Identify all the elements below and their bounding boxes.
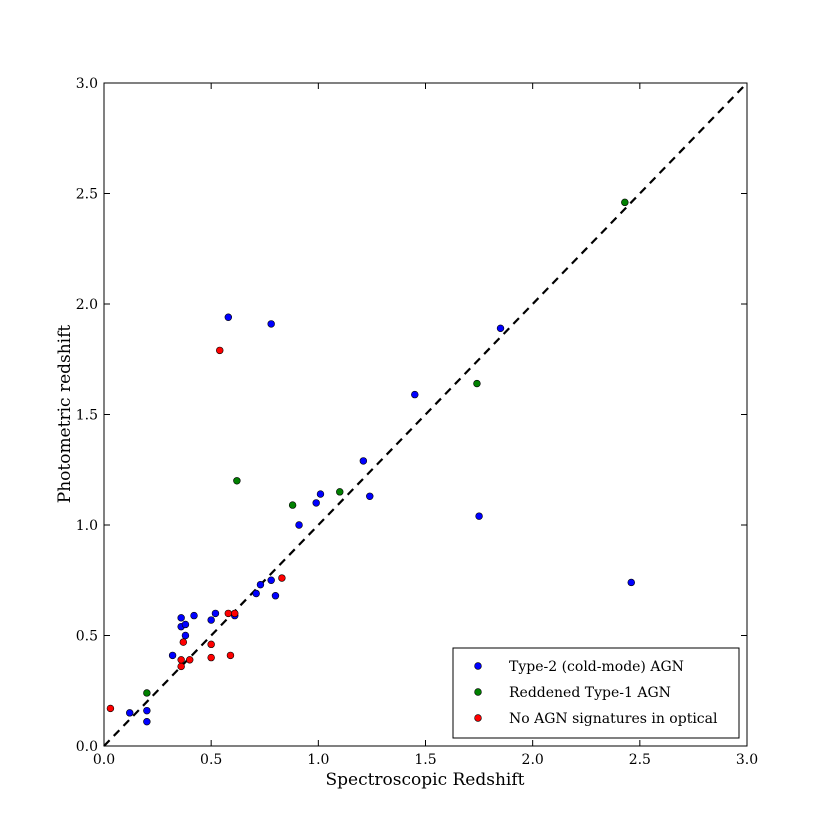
data-point [336,488,344,496]
data-point [359,457,368,465]
y-tick-label: 3.0 [76,76,98,92]
data-point [207,640,215,649]
data-point [295,521,303,529]
legend-marker [474,662,482,670]
data-point [190,611,198,620]
y-axis-label: Photometric redshift [55,325,75,504]
plot-area [103,82,748,747]
x-tick-label: 0.5 [200,752,222,768]
series-3 [106,346,286,713]
data-point [181,620,190,629]
axes: 0.0 0.5 1.0 1.5 2.0 2.5 3.0 0.0 0.5 1.0 1.5 2.0 2.5 3… [76,76,758,768]
x-axis-label: Spectroscopic Redshift [325,770,524,790]
legend-label: Type-2 (cold-mode) AGN [509,659,684,675]
legend: Type-2 (cold-mode) AGN Reddened Type-1 AG… [452,647,740,739]
x-tick-label: 2.0 [522,752,544,768]
data-point [252,589,260,598]
data-point [233,477,241,485]
y-tick-label: 2.0 [76,297,98,313]
x-tick-label: 0.0 [93,752,115,768]
data-point [181,631,190,640]
data-point [627,578,635,587]
data-point [473,379,481,388]
data-point [267,320,275,328]
series-1 [126,313,635,726]
data-point [177,614,185,622]
data-point [216,346,224,355]
data-point [168,651,177,660]
y-tick-label: 2.5 [76,187,98,203]
reference-line [103,82,748,747]
data-point [271,592,280,600]
y-tick-label: 1.0 [76,518,98,534]
data-point [143,706,151,715]
legend-label: Reddened Type-1 AGN [509,685,671,701]
data-point [312,499,320,507]
data-point [256,580,265,589]
x-tick-label: 2.5 [629,752,651,768]
data-point [621,198,629,207]
series-2 [143,198,629,697]
x-tick-label: 1.0 [307,752,329,768]
data-point [143,717,151,726]
legend-box [452,647,740,739]
data-point [288,501,297,509]
data-point [143,689,151,697]
data-point [278,574,286,582]
data-point [179,638,188,646]
data-point [224,313,233,321]
data-point [231,609,239,618]
data-point [224,609,233,618]
data-point [366,492,374,500]
data-point [267,576,275,584]
legend-item: No AGN signatures in optical [474,711,718,727]
data-point [211,609,220,618]
data-point [177,656,185,664]
y-tick-label: 0.0 [76,739,98,755]
legend-item: Type-2 (cold-mode) AGN [474,659,684,675]
x-tick-label: 1.5 [414,752,436,768]
data-point [207,616,215,624]
legend-marker [474,688,482,696]
legend-label: No AGN signatures in optical [509,711,718,727]
data-point [496,324,505,333]
y-tick-label: 1.5 [76,408,98,424]
data-point [177,662,185,671]
data-point [475,512,483,520]
data-point [186,656,194,664]
x-tick-label: 3.0 [736,752,758,768]
data-point [126,709,134,717]
y-tick-label: 0.5 [76,629,98,645]
data-point [207,653,215,662]
data-point [106,704,115,713]
legend-item: Reddened Type-1 AGN [474,685,671,701]
data-point [411,390,419,399]
data-point [226,651,235,660]
legend-marker [474,714,482,722]
data-point [316,490,325,498]
